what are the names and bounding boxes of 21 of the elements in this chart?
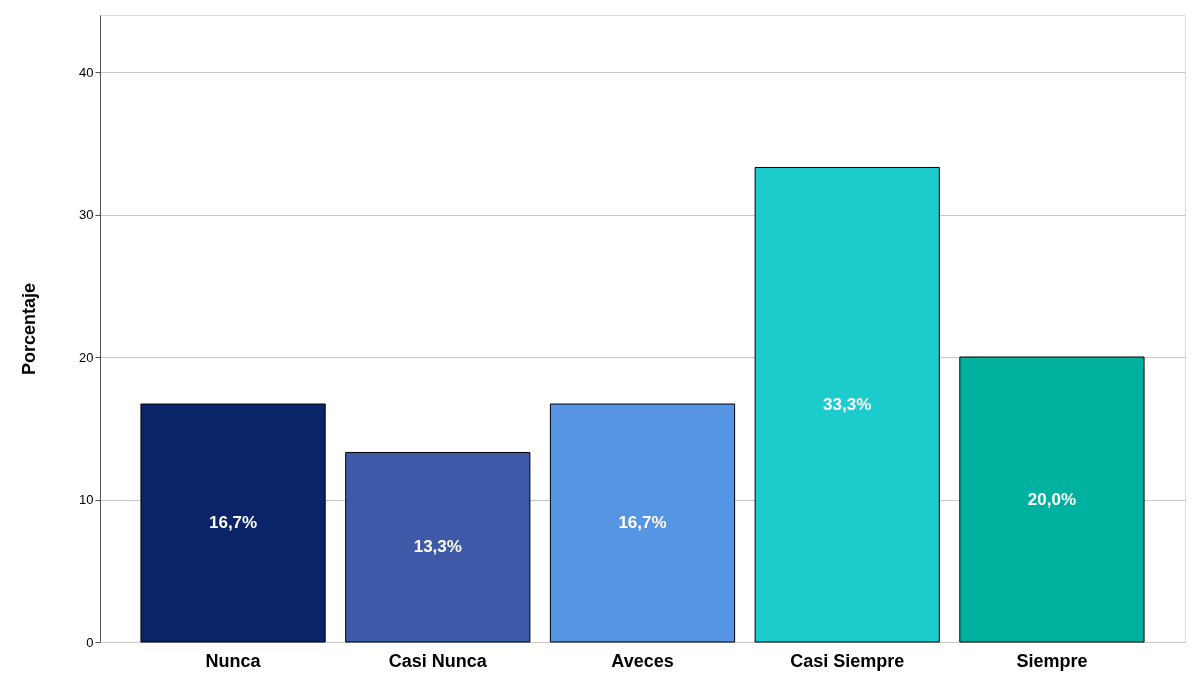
x-tick-label: Nunca (205, 650, 262, 671)
bar (345, 451, 531, 643)
bar (140, 403, 326, 643)
data-label: 16,7% (208, 513, 258, 533)
y-axis-title: Porcentaje (19, 282, 40, 376)
bar (754, 166, 940, 643)
data-label: 20,0% (1027, 489, 1077, 509)
x-tick-label: Casi Siempre (790, 650, 905, 671)
data-label: 16,7% (618, 513, 667, 533)
y-tick-label: 20 (79, 349, 94, 365)
y-tick-label: 10 (79, 492, 94, 507)
x-tick-label: Casi Nunca (388, 650, 488, 671)
bar (549, 403, 736, 643)
y-tick-label: 40 (79, 64, 94, 80)
y-tick-label: 0 (86, 634, 94, 650)
y-tick-label: 30 (79, 207, 94, 222)
bar (959, 356, 1145, 643)
x-tick-label: Aveces (611, 650, 674, 671)
data-label: 13,3% (413, 537, 462, 557)
x-tick-label: Siempre (1016, 650, 1088, 671)
data-label: 33,3% (823, 394, 872, 414)
